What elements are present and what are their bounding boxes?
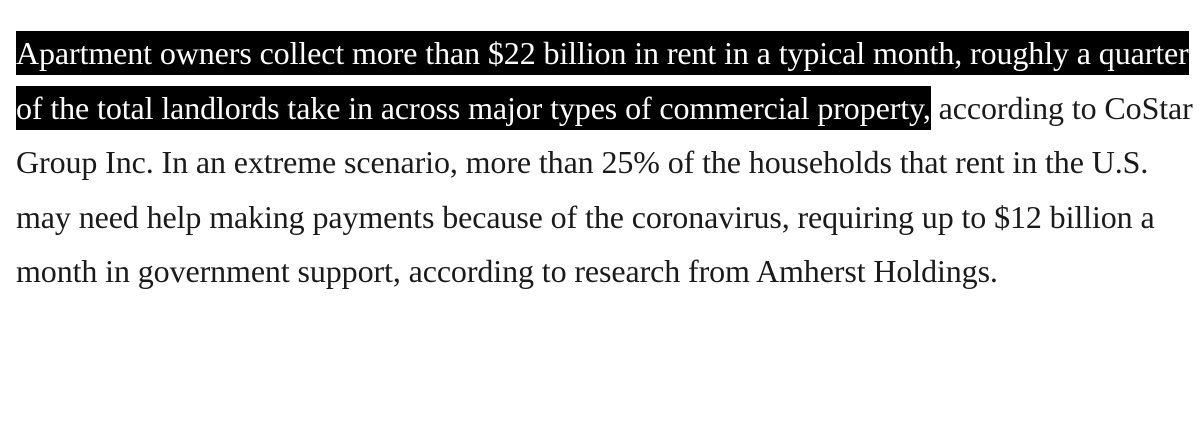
- article-paragraph: Apartment owners collect more than $22 b…: [16, 26, 1196, 299]
- paragraph-text: according to CoStar Group Inc. In an ext…: [16, 89, 1193, 290]
